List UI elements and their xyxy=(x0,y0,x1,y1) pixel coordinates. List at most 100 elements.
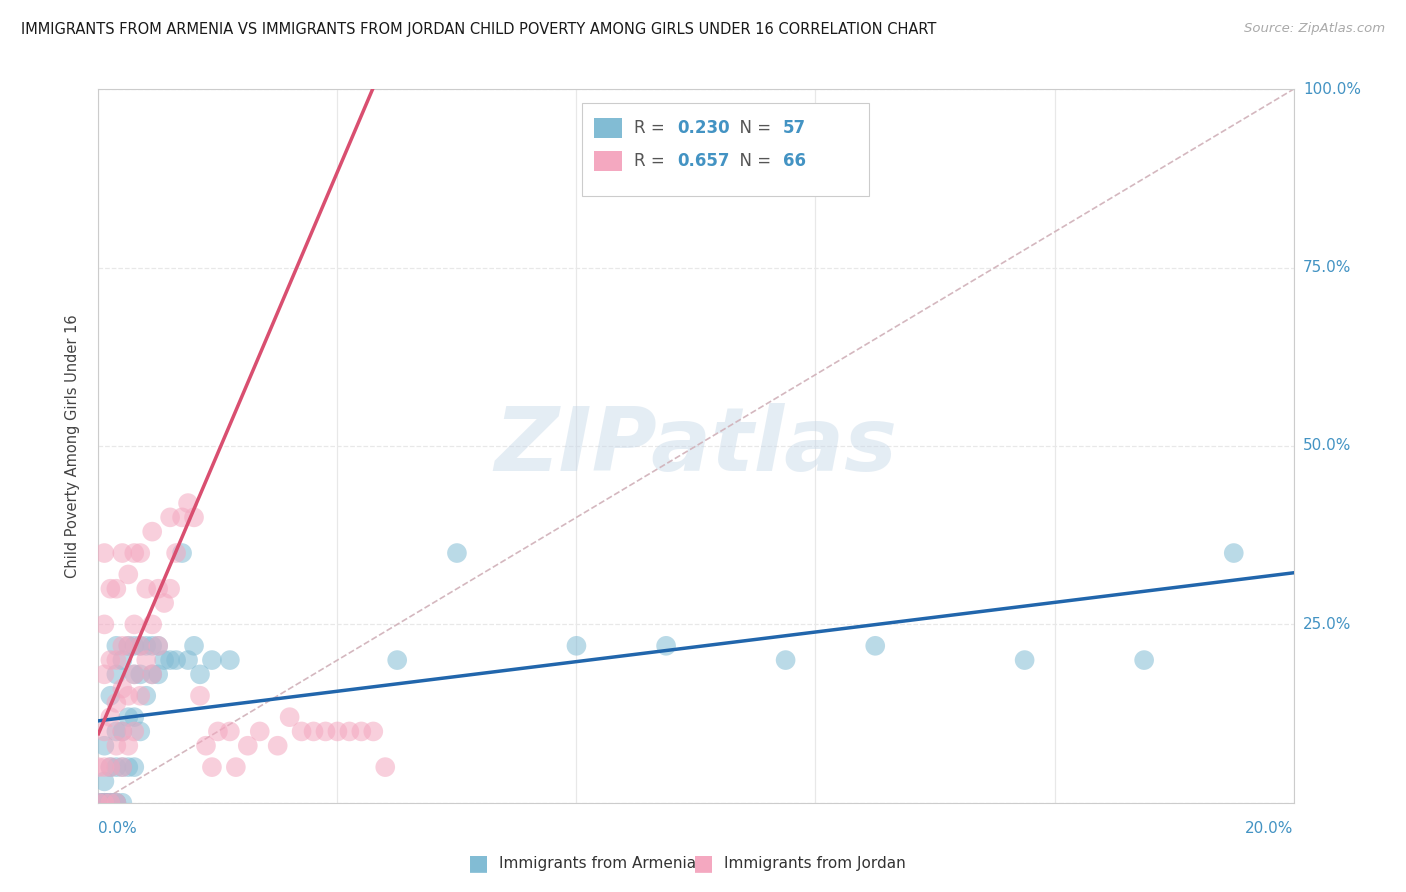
Point xyxy=(93,667,115,681)
Point xyxy=(315,724,337,739)
Point xyxy=(98,796,122,810)
Point xyxy=(98,796,122,810)
Point xyxy=(98,760,122,774)
Point xyxy=(350,724,373,739)
Point xyxy=(129,639,152,653)
Point xyxy=(159,582,181,596)
Point xyxy=(105,696,128,710)
Point xyxy=(111,724,134,739)
Point xyxy=(148,639,170,653)
Text: ZIPatlas: ZIPatlas xyxy=(495,402,897,490)
FancyBboxPatch shape xyxy=(582,103,869,196)
Point xyxy=(129,689,152,703)
Point xyxy=(135,689,157,703)
Point xyxy=(124,546,146,560)
Text: R =: R = xyxy=(634,120,669,137)
Point xyxy=(87,796,110,810)
Point xyxy=(159,510,181,524)
Point xyxy=(93,617,115,632)
Point xyxy=(278,710,301,724)
Point xyxy=(111,639,134,653)
Text: ■: ■ xyxy=(468,854,488,873)
Point xyxy=(141,667,163,681)
Point xyxy=(111,760,134,774)
Point xyxy=(194,739,218,753)
Point xyxy=(124,710,146,724)
Point xyxy=(183,639,205,653)
Point xyxy=(124,667,146,681)
Point xyxy=(219,653,242,667)
Point xyxy=(865,639,887,653)
Point xyxy=(105,667,128,681)
Point xyxy=(135,582,157,596)
Point xyxy=(105,796,128,810)
Point xyxy=(93,760,115,774)
Point xyxy=(111,724,134,739)
Point xyxy=(98,582,122,596)
Point xyxy=(165,546,187,560)
Point xyxy=(249,724,271,739)
Point xyxy=(105,582,128,596)
Point xyxy=(219,724,242,739)
Point xyxy=(148,582,170,596)
Text: 0.230: 0.230 xyxy=(676,120,730,137)
Point xyxy=(124,724,146,739)
Point xyxy=(135,653,157,667)
Point xyxy=(124,760,146,774)
Point xyxy=(183,510,205,524)
Point xyxy=(117,739,139,753)
Point xyxy=(236,739,259,753)
Bar xyxy=(595,152,621,171)
Point xyxy=(148,639,170,653)
Point xyxy=(111,653,134,667)
Point xyxy=(105,796,128,810)
Point xyxy=(141,667,163,681)
Point xyxy=(153,596,176,610)
Point xyxy=(225,760,247,774)
Point xyxy=(172,546,194,560)
Point xyxy=(302,724,325,739)
Text: 0.0%: 0.0% xyxy=(98,821,138,836)
Point xyxy=(93,546,115,560)
Point xyxy=(326,724,349,739)
Point xyxy=(201,760,224,774)
Point xyxy=(117,760,139,774)
Text: 25.0%: 25.0% xyxy=(1303,617,1351,632)
Point xyxy=(98,760,122,774)
Point xyxy=(165,653,187,667)
Text: 66: 66 xyxy=(783,153,806,170)
Text: Source: ZipAtlas.com: Source: ZipAtlas.com xyxy=(1244,22,1385,36)
Point xyxy=(446,546,468,560)
Point xyxy=(117,710,139,724)
Point xyxy=(111,796,134,810)
Text: 50.0%: 50.0% xyxy=(1303,439,1351,453)
Point xyxy=(1014,653,1036,667)
Point xyxy=(655,639,678,653)
Text: 57: 57 xyxy=(783,120,806,137)
Point xyxy=(87,796,110,810)
Point xyxy=(129,724,152,739)
Point xyxy=(363,724,385,739)
Text: Immigrants from Jordan: Immigrants from Jordan xyxy=(724,856,905,871)
Point xyxy=(111,681,134,696)
Point xyxy=(87,760,110,774)
Point xyxy=(93,796,115,810)
Point xyxy=(105,739,128,753)
Point xyxy=(105,724,128,739)
Text: Immigrants from Armenia: Immigrants from Armenia xyxy=(499,856,696,871)
Point xyxy=(124,667,146,681)
Point xyxy=(93,796,115,810)
Bar xyxy=(595,119,621,138)
Point xyxy=(172,510,194,524)
Text: R =: R = xyxy=(634,153,669,170)
Point xyxy=(141,639,163,653)
Point xyxy=(98,689,122,703)
Text: N =: N = xyxy=(730,153,776,170)
Text: 20.0%: 20.0% xyxy=(1246,821,1294,836)
Point xyxy=(93,796,115,810)
Point xyxy=(98,653,122,667)
Point xyxy=(117,567,139,582)
Point xyxy=(105,639,128,653)
Point xyxy=(105,760,128,774)
Point xyxy=(141,617,163,632)
